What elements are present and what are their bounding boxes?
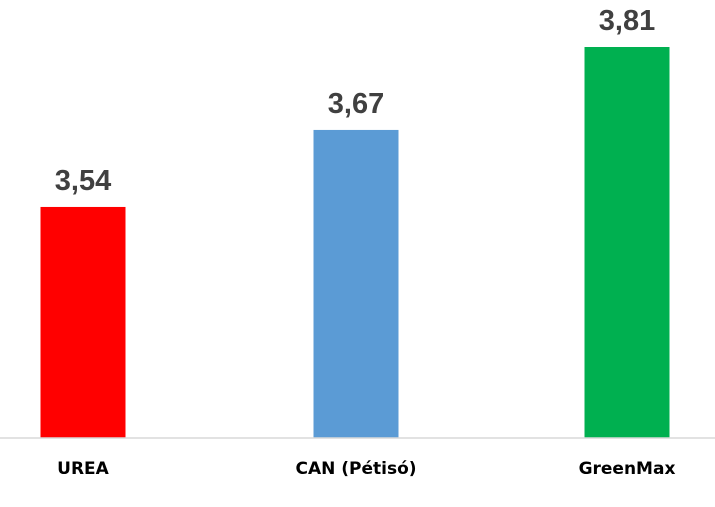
bar-can-p-tis: [313, 129, 399, 438]
bars-group: [40, 47, 670, 438]
value-label-greenmax: 3,81: [599, 5, 655, 37]
value-labels-group: 3,54 3,67 3,81: [55, 5, 655, 197]
bar-urea: [40, 206, 126, 438]
category-labels-group: UREA CAN (Pétisó) GreenMax: [57, 459, 675, 479]
category-label-urea: UREA: [57, 459, 110, 479]
category-label-greenmax: GreenMax: [579, 459, 676, 479]
category-label-can-p-tis: CAN (Pétisó): [295, 459, 416, 479]
value-label-urea: 3,54: [55, 165, 111, 197]
value-label-can-p-tis: 3,67: [328, 88, 384, 120]
bar-greenmax: [584, 47, 670, 438]
